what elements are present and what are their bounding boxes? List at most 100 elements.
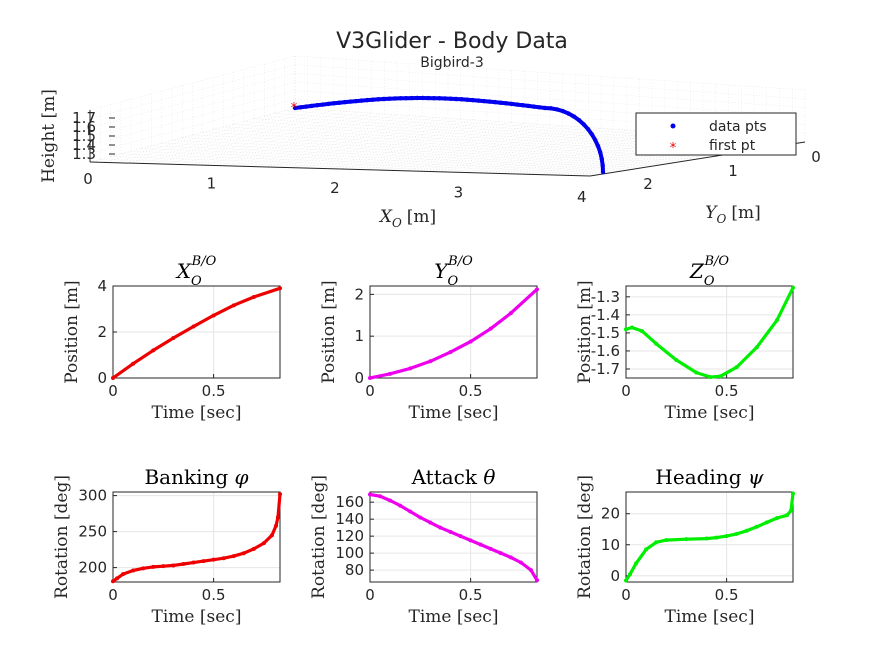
data-point xyxy=(468,538,473,543)
floor-grid-line xyxy=(177,113,385,165)
trajectory-point xyxy=(315,103,320,108)
x-axis-unit: [m] xyxy=(407,207,436,227)
wall-grid-line xyxy=(294,55,806,91)
axes-box xyxy=(369,285,538,379)
floor-grid-line xyxy=(223,126,730,155)
data-point xyxy=(131,568,136,573)
trajectory-point xyxy=(589,132,595,137)
floor-grid-line xyxy=(253,118,763,150)
trajectory-point xyxy=(415,95,420,101)
data-point xyxy=(694,370,699,375)
data-point xyxy=(418,515,423,520)
figure-subtitle: Bigbird-3 xyxy=(420,55,484,71)
plot-area xyxy=(370,286,537,378)
data-point xyxy=(630,325,635,330)
trajectory-point xyxy=(498,100,503,105)
trajectory-point xyxy=(600,169,606,175)
x-axis-label: Time [sec] xyxy=(665,403,755,423)
y-axis-label: Position [m] xyxy=(62,280,82,383)
data-point xyxy=(241,551,246,556)
y-tick-label: 140 xyxy=(335,510,364,528)
y-tick-label: 2 xyxy=(354,285,364,303)
data-point xyxy=(111,376,115,380)
data-point xyxy=(141,566,146,571)
trajectory-point xyxy=(509,101,514,107)
title-symbol: φ xyxy=(235,465,249,489)
trajectory-point xyxy=(437,96,442,101)
trajectory-point xyxy=(585,126,591,132)
trajectory-point xyxy=(376,97,381,102)
y-tick-label: 160 xyxy=(335,493,364,511)
x-tick-label: 0 xyxy=(365,586,375,604)
x-axis-line xyxy=(89,161,591,177)
trajectory-point xyxy=(303,104,309,109)
y-tick-label: 80 xyxy=(345,561,364,579)
trajectory-point xyxy=(600,163,605,168)
x-tick-label: 0.5 xyxy=(202,586,226,604)
floor-grid-line xyxy=(284,110,795,144)
trajectory-point xyxy=(459,97,464,102)
data-point xyxy=(774,516,779,521)
subplot-title: XO B/O xyxy=(175,254,217,289)
data-point xyxy=(181,562,186,566)
trajectory-point xyxy=(542,105,548,111)
data-point xyxy=(718,374,723,379)
data-point xyxy=(278,286,282,291)
title-sup: B/O xyxy=(191,254,217,269)
data-point xyxy=(744,528,749,533)
data-point xyxy=(398,503,403,508)
z-axis-label: Height [m] xyxy=(39,89,59,183)
data-point xyxy=(201,559,206,564)
x-tick-label: 2 xyxy=(330,179,340,197)
data-point xyxy=(261,541,266,546)
trajectory-point xyxy=(448,96,453,101)
data-point xyxy=(754,345,759,350)
y-tick-label: 0 xyxy=(610,567,620,585)
floor-grid-line xyxy=(100,159,601,175)
data-point xyxy=(624,578,628,583)
trajectory-point xyxy=(597,150,603,155)
data-point xyxy=(278,492,282,497)
data-point xyxy=(211,313,216,318)
trajectory-point xyxy=(487,99,492,104)
data-point xyxy=(388,498,393,503)
x-axis-sub: O xyxy=(392,216,402,230)
data-point xyxy=(428,520,433,525)
trajectory-point xyxy=(554,107,560,112)
floor-grid-line xyxy=(264,115,773,148)
floor-grid-line xyxy=(171,140,677,163)
y-tick-label: -1.3 xyxy=(591,288,620,306)
data-point xyxy=(664,538,669,543)
data-point xyxy=(714,535,719,540)
data-point xyxy=(171,563,176,568)
data-point xyxy=(368,376,372,380)
plot-area xyxy=(113,492,280,582)
data-point xyxy=(788,508,793,513)
data-point xyxy=(231,303,236,308)
y-tick-label: -1.7 xyxy=(591,360,620,378)
y-tick-label: -1.4 xyxy=(591,306,620,324)
trajectory-point xyxy=(392,96,398,101)
y-tick-label: -1.5 xyxy=(591,324,620,342)
data-point xyxy=(774,318,779,323)
x-tick-label: 3 xyxy=(454,183,464,201)
z-tick-label: 1.3 xyxy=(72,145,96,163)
trajectory-point xyxy=(381,96,387,102)
x-tick-label: 0 xyxy=(108,586,118,604)
legend-label-first: first pt xyxy=(709,138,756,154)
y-position-plot: 0 0.5 0 1 2 Time [sec] Position [m] YO B/O xyxy=(319,254,539,423)
data-point xyxy=(708,375,713,380)
subplot-title: YO B/O xyxy=(434,254,473,289)
x-axis-label: XO [m] xyxy=(378,207,436,230)
x-tick-label: 0 xyxy=(83,170,93,188)
plot-area xyxy=(370,492,537,582)
trajectory-point xyxy=(431,95,437,101)
data-point xyxy=(231,554,236,559)
y-axis-label: Rotation [deg] xyxy=(52,475,72,599)
data-point xyxy=(368,492,372,497)
data-point xyxy=(131,361,136,366)
trajectory-point xyxy=(492,99,498,105)
data-point xyxy=(408,509,413,514)
trajectory-point xyxy=(320,102,325,107)
